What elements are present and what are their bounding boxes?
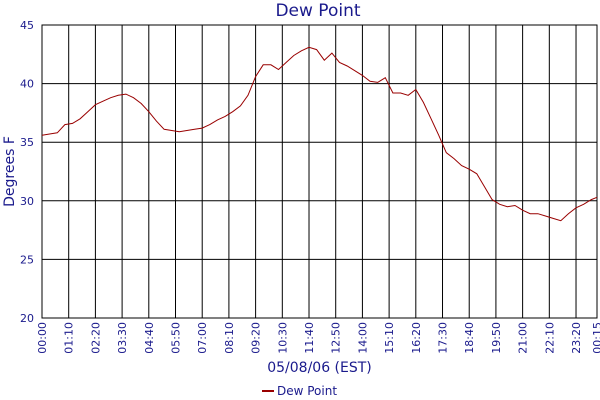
x-tick-label: 09:20 (250, 322, 263, 354)
x-axis-ticks: 00:00 01:10 02:20 03:30 04:40 05:50 07:00 08:10… (36, 322, 600, 354)
x-tick-label: 22:10 (543, 322, 556, 354)
y-tick-label: 35 (20, 136, 34, 149)
x-tick-label: 11:40 (303, 322, 316, 354)
y-tick-label: 45 (20, 19, 34, 32)
plot-area-border (41, 24, 598, 319)
y-tick-label: 20 (20, 312, 34, 325)
y-tick-label: 30 (20, 195, 34, 208)
x-tick-label: 18:40 (463, 322, 476, 354)
x-tick-label: 03:30 (116, 322, 129, 354)
x-tick-label: 02:20 (89, 322, 102, 354)
x-tick-label: 14:00 (356, 322, 369, 354)
legend-entry-dew-point: Dew Point (277, 384, 337, 398)
y-axis-label: Degrees F (2, 136, 18, 207)
x-tick-label: 12:50 (330, 322, 343, 354)
legend: Dew Point (262, 384, 337, 398)
x-tick-label: 19:50 (490, 322, 503, 354)
dew-point-series-line (41, 46, 598, 222)
x-tick-label: 23:20 (570, 322, 583, 354)
x-tick-label: 05:50 (170, 322, 183, 354)
x-tick-label: 10:30 (276, 322, 289, 354)
x-tick-label: 21:00 (517, 322, 530, 354)
x-tick-label: 00:00 (36, 322, 49, 354)
x-tick-label: 08:10 (223, 322, 236, 354)
grid-lines (41, 24, 598, 319)
y-axis-ticks: 20 25 30 35 40 45 (20, 19, 34, 325)
x-tick-label: 07:00 (196, 322, 209, 354)
y-tick-label: 25 (20, 253, 34, 266)
x-tick-label: 17:30 (437, 322, 450, 354)
x-tick-label: 15:10 (383, 322, 396, 354)
x-tick-label: 16:20 (410, 322, 423, 354)
x-axis-label: 05/08/06 (EST) (267, 360, 372, 376)
x-tick-label: 00:15 (591, 322, 600, 354)
x-tick-label: 01:10 (63, 322, 76, 354)
chart-title: Dew Point (275, 1, 360, 21)
x-tick-label: 04:40 (143, 322, 156, 354)
y-tick-label: 40 (20, 78, 34, 91)
